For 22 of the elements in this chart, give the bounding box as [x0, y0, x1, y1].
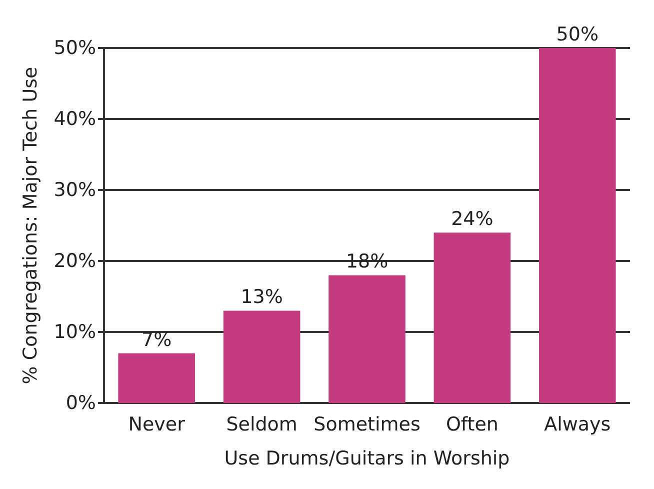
- bar: [539, 48, 616, 403]
- bar: [434, 232, 511, 403]
- x-axis-title: Use Drums/Guitars in Worship: [224, 448, 510, 470]
- data-label: 50%: [556, 24, 599, 46]
- x-tick-label: Often: [446, 414, 498, 436]
- y-tick-label: 40%: [54, 108, 96, 130]
- bar: [328, 275, 406, 403]
- x-tick-label: Sometimes: [314, 414, 420, 436]
- data-label: 24%: [451, 208, 494, 230]
- y-tick-label: 10%: [54, 321, 96, 343]
- y-tick-label: 30%: [54, 179, 96, 201]
- y-tick-label: 50%: [54, 37, 96, 59]
- bar: [118, 353, 195, 403]
- x-tick-label: Always: [544, 414, 611, 436]
- x-tick-label: Seldom: [226, 414, 298, 436]
- x-tick-label: Never: [128, 414, 186, 436]
- y-axis-title: % Congregations: Major Tech Use: [20, 66, 42, 384]
- data-label: 7%: [142, 328, 172, 351]
- data-label: 13%: [240, 286, 283, 308]
- bar: [223, 310, 300, 403]
- y-tick-label: 0%: [66, 392, 96, 414]
- y-tick-label: 20%: [54, 250, 96, 272]
